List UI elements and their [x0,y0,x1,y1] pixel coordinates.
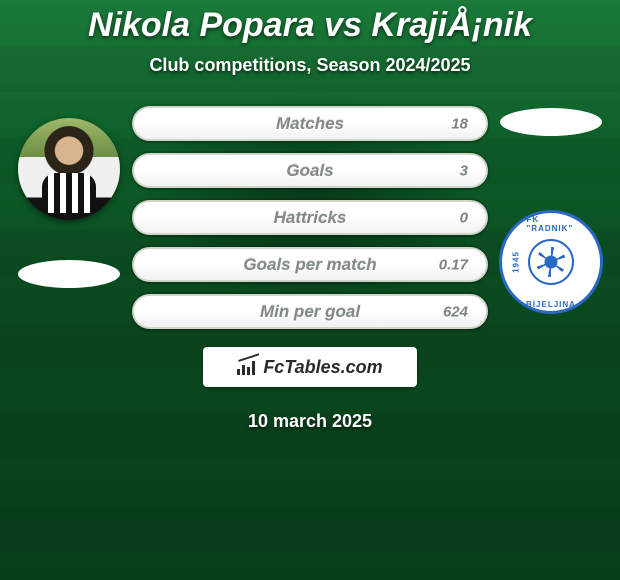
left-badge-placeholder [18,260,120,288]
main-row: Matches 18 Goals 3 Hattricks 0 Goals per… [0,108,620,327]
club-logo: FK "RADNIK" 1945 BIJELJINA [499,210,603,314]
stat-row-goals: Goals 3 [134,155,486,186]
club-text-bottom: BIJELJINA [526,300,576,309]
subtitle: Club competitions, Season 2024/2025 [0,55,620,76]
page-title: Nikola Popara vs KrajiÅ¡nik [0,6,620,45]
left-column [8,108,130,288]
club-text-top: FK "RADNIK" [527,215,576,233]
stat-label: Min per goal [260,302,360,322]
ball-icon [528,239,574,285]
stat-right-value: 18 [451,115,468,132]
stat-right-value: 624 [443,303,468,320]
stat-row-gpm: Goals per match 0.17 [134,249,486,280]
stat-label: Hattricks [274,208,347,228]
stat-right-value: 3 [460,162,468,179]
stat-right-value: 0 [460,209,468,226]
player-photo [18,118,120,220]
stat-row-matches: Matches 18 [134,108,486,139]
stat-row-mpg: Min per goal 624 [134,296,486,327]
stat-label: Matches [276,114,344,134]
stat-label: Goals per match [243,255,376,275]
stat-label: Goals [286,161,333,181]
brand-badge: FcTables.com [203,347,417,387]
stat-row-hattricks: Hattricks 0 [134,202,486,233]
club-text-year: 1945 [511,251,520,273]
chart-icon [237,359,257,375]
content-root: Nikola Popara vs KrajiÅ¡nik Club competi… [0,0,620,432]
right-badge-placeholder [500,108,602,136]
right-column: FK "RADNIK" 1945 BIJELJINA [490,108,612,314]
stats-list: Matches 18 Goals 3 Hattricks 0 Goals per… [130,108,490,327]
stat-right-value: 0.17 [439,256,468,273]
date-text: 10 march 2025 [0,411,620,432]
brand-text: FcTables.com [263,357,382,378]
